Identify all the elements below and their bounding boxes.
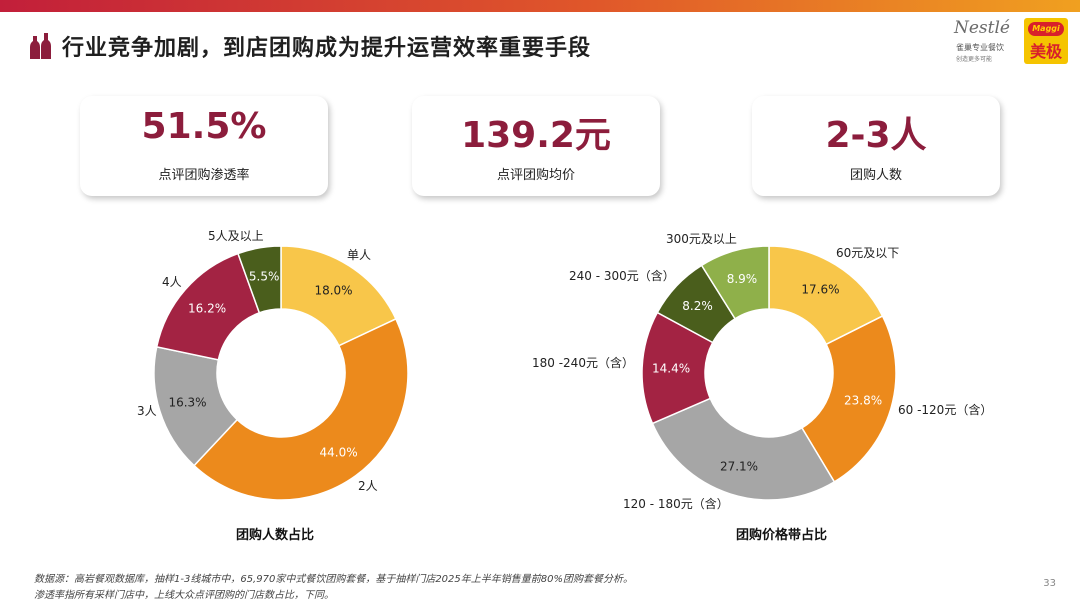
chart-caption-price-band: 团购价格带占比 bbox=[736, 528, 828, 543]
nestle-logo: Nestlé 雀巢专业餐饮 创造更多可能 bbox=[950, 16, 1020, 66]
slice-category-label: 60 -120元（含） bbox=[898, 402, 992, 417]
slice-value-label: 5.5% bbox=[249, 269, 280, 283]
slice-category-label: 300元及以上 bbox=[666, 232, 737, 246]
nestle-sub2-text: 创造更多可能 bbox=[956, 56, 993, 63]
slice-category-label: 4人 bbox=[162, 275, 182, 289]
nestle-sub-text: 雀巢专业餐饮 bbox=[956, 43, 1004, 52]
page-number: 33 bbox=[1043, 578, 1056, 589]
page-title: 行业竞争加剧，到店团购成为提升运营效率重要手段 bbox=[62, 36, 592, 61]
slice-value-label: 8.9% bbox=[727, 272, 758, 286]
slice-category-label: 120 - 180元（含） bbox=[623, 496, 729, 511]
slice-category-label: 180 -240元（含） bbox=[532, 355, 634, 370]
wine-bottles-icon bbox=[30, 33, 51, 59]
footnote-source: 数据源：高岩餐观数据库，抽样1-3线城市中，65,970家中式餐饮团购套餐，基于… bbox=[34, 574, 633, 585]
slice-value-label: 27.1% bbox=[720, 459, 758, 473]
donut-slice bbox=[651, 397, 836, 501]
slice-value-label: 17.6% bbox=[801, 283, 839, 297]
slice-value-label: 18.0% bbox=[314, 283, 352, 297]
slice-category-label: 2人 bbox=[358, 479, 378, 493]
slice-value-label: 23.8% bbox=[844, 393, 882, 407]
donut-slice bbox=[800, 315, 897, 483]
stat-value: 2-3人 bbox=[825, 115, 927, 156]
donut-slice bbox=[193, 317, 409, 501]
donut-slice bbox=[280, 245, 397, 347]
maggi-name: 美极 bbox=[1029, 42, 1062, 61]
footnote-definition: 渗透率指所有采样门店中，上线大众点评团购的门店数占比，下同。 bbox=[34, 590, 334, 601]
stat-value: 51.5% bbox=[141, 106, 267, 147]
stat-label: 点评团购渗透率 bbox=[158, 168, 250, 183]
donut-slice bbox=[237, 245, 282, 314]
slice-category-label: 5人及以上 bbox=[208, 229, 264, 243]
slice-value-label: 8.2% bbox=[682, 299, 713, 313]
slice-category-label: 单人 bbox=[347, 248, 371, 262]
slice-category-label: 3人 bbox=[137, 404, 157, 418]
slice-category-label: 60元及以下 bbox=[836, 246, 899, 260]
brand-logos: Nestlé 雀巢专业餐饮 创造更多可能 Maggi 美极 bbox=[950, 16, 1068, 66]
slice-value-label: 16.3% bbox=[168, 395, 206, 409]
slice-value-label: 16.2% bbox=[188, 302, 226, 316]
stat-label: 团购人数 bbox=[849, 168, 902, 183]
stat-card-avg-price: 139.2元 点评团购均价 bbox=[412, 96, 660, 196]
slice-value-label: 44.0% bbox=[320, 445, 358, 459]
stat-card-penetration: 51.5% 点评团购渗透率 bbox=[80, 96, 328, 196]
page-header: 行业竞争加剧，到店团购成为提升运营效率重要手段 bbox=[30, 30, 591, 62]
stat-card-group-size: 2-3人 团购人数 bbox=[752, 96, 1000, 196]
maggi-badge: Maggi bbox=[1028, 22, 1064, 36]
donut-slice bbox=[700, 245, 770, 320]
slice-category-label: 240 - 300元（含） bbox=[569, 268, 675, 283]
slice-value-label: 14.4% bbox=[652, 362, 690, 376]
maggi-logo: Maggi 美极 bbox=[1024, 18, 1068, 64]
nestle-brand-text: Nestlé bbox=[954, 18, 1010, 38]
top-gradient-bar bbox=[0, 0, 1080, 12]
stat-value: 139.2元 bbox=[461, 115, 611, 156]
chart-caption-group-size: 团购人数占比 bbox=[236, 528, 315, 543]
stat-label: 点评团购均价 bbox=[496, 168, 575, 183]
